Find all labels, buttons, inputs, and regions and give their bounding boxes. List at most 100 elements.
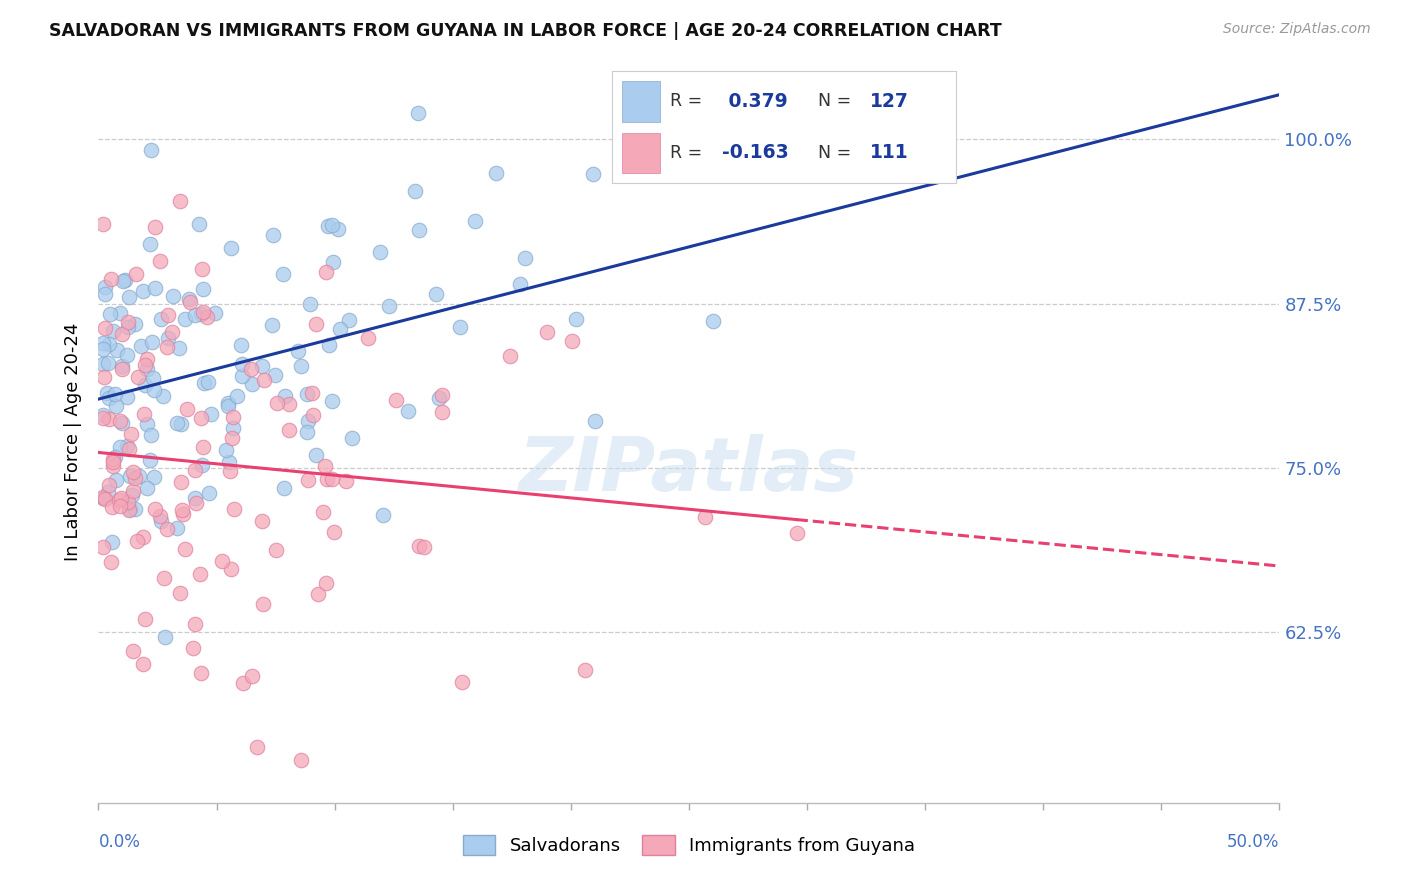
Point bbox=[160, 326, 183, 340]
Point bbox=[118, 503, 141, 517]
Point bbox=[93, 370, 115, 384]
Point bbox=[110, 499, 132, 513]
Point bbox=[218, 455, 240, 469]
Point bbox=[406, 106, 429, 120]
Point bbox=[297, 473, 319, 487]
Point bbox=[574, 664, 596, 678]
Point bbox=[124, 318, 146, 332]
Text: N =: N = bbox=[818, 144, 858, 161]
Point bbox=[136, 352, 159, 367]
Point bbox=[143, 501, 166, 516]
Point bbox=[278, 397, 301, 411]
Point bbox=[157, 308, 180, 322]
Point bbox=[302, 409, 325, 423]
Point bbox=[326, 221, 349, 235]
Point bbox=[156, 340, 179, 354]
Point bbox=[118, 501, 141, 516]
Point bbox=[184, 462, 207, 476]
Point bbox=[96, 385, 118, 400]
Point bbox=[298, 297, 321, 311]
Point bbox=[430, 388, 453, 402]
Point bbox=[191, 458, 214, 472]
Point bbox=[204, 306, 226, 320]
Point bbox=[219, 241, 242, 255]
Point bbox=[101, 454, 124, 468]
Point bbox=[404, 184, 426, 198]
Point bbox=[253, 373, 276, 387]
Point bbox=[111, 359, 134, 374]
Point bbox=[229, 338, 252, 352]
Point bbox=[132, 657, 155, 671]
Point bbox=[231, 357, 253, 371]
Point bbox=[329, 321, 352, 335]
Point bbox=[485, 166, 508, 180]
Point bbox=[101, 324, 124, 338]
Point bbox=[224, 501, 246, 516]
Point bbox=[143, 383, 166, 397]
Point bbox=[214, 443, 236, 458]
Point bbox=[125, 267, 148, 281]
Point bbox=[231, 368, 253, 383]
Point bbox=[105, 343, 128, 357]
Text: R =: R = bbox=[671, 144, 707, 161]
Point bbox=[127, 369, 149, 384]
Point bbox=[290, 753, 312, 767]
Point bbox=[250, 359, 273, 373]
Text: 0.0%: 0.0% bbox=[98, 833, 141, 851]
Point bbox=[122, 644, 145, 658]
Point bbox=[114, 273, 136, 287]
Point bbox=[117, 315, 139, 329]
Point bbox=[100, 555, 122, 569]
Point bbox=[373, 508, 395, 523]
Point bbox=[101, 458, 124, 473]
Point bbox=[128, 469, 150, 483]
Point bbox=[314, 459, 336, 474]
Point bbox=[100, 272, 122, 286]
Point bbox=[702, 314, 724, 328]
Text: R =: R = bbox=[671, 93, 707, 111]
Point bbox=[169, 194, 191, 209]
Point bbox=[219, 562, 242, 576]
Point bbox=[91, 217, 114, 231]
Point bbox=[176, 402, 198, 417]
Point bbox=[184, 491, 207, 505]
Point bbox=[262, 318, 284, 332]
Point bbox=[100, 500, 122, 515]
Point bbox=[264, 368, 287, 383]
Point bbox=[408, 223, 430, 237]
Point bbox=[190, 307, 212, 321]
Point bbox=[169, 417, 191, 431]
Point bbox=[108, 440, 131, 454]
Point bbox=[513, 251, 536, 265]
Point bbox=[115, 390, 138, 404]
Point bbox=[91, 411, 114, 425]
Point bbox=[117, 494, 139, 508]
Point bbox=[222, 409, 245, 424]
Point bbox=[583, 414, 606, 428]
Point bbox=[287, 344, 309, 359]
Point bbox=[217, 396, 239, 410]
Point bbox=[111, 326, 134, 341]
Point bbox=[143, 470, 166, 484]
Point bbox=[110, 491, 132, 505]
Point bbox=[179, 294, 201, 309]
Point bbox=[240, 362, 263, 376]
Point bbox=[122, 484, 145, 499]
Point bbox=[93, 491, 115, 506]
Point bbox=[252, 597, 274, 611]
Point bbox=[125, 533, 148, 548]
Point bbox=[134, 611, 156, 625]
Point bbox=[136, 417, 159, 431]
Point bbox=[141, 143, 163, 157]
Point bbox=[193, 376, 215, 391]
Point bbox=[166, 521, 188, 535]
Point bbox=[451, 674, 474, 689]
Point bbox=[118, 442, 141, 456]
Point bbox=[378, 299, 401, 313]
Point bbox=[316, 472, 339, 486]
Point bbox=[368, 244, 391, 259]
Point bbox=[499, 349, 522, 363]
Text: 127: 127 bbox=[870, 92, 908, 111]
Point bbox=[136, 362, 159, 376]
Point bbox=[221, 431, 243, 445]
